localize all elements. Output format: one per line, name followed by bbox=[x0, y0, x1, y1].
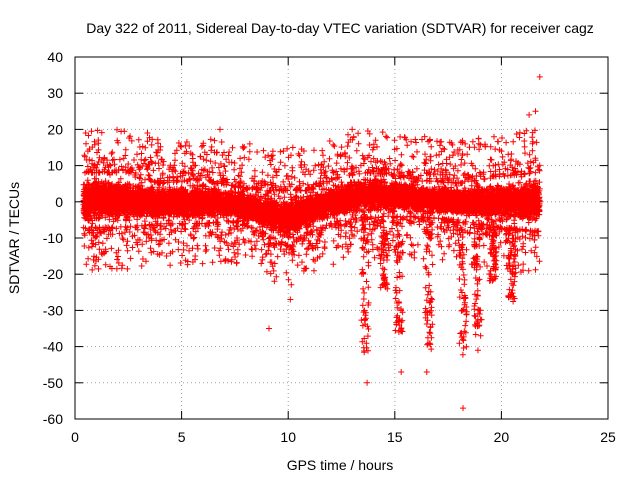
y-tick-label: 10 bbox=[47, 158, 63, 174]
y-tick-label: 20 bbox=[47, 121, 63, 137]
y-tick-label: -10 bbox=[43, 230, 63, 246]
y-tick-label: 30 bbox=[47, 85, 63, 101]
scatter-point bbox=[144, 130, 151, 137]
y-tick-label: -40 bbox=[43, 339, 63, 355]
scatter-point bbox=[82, 130, 89, 137]
x-tick-label: 20 bbox=[494, 429, 510, 445]
y-tick-label: -50 bbox=[43, 375, 63, 391]
scatter-point bbox=[266, 325, 273, 332]
scatter-point bbox=[526, 111, 533, 118]
scatter-point bbox=[349, 126, 356, 133]
y-tick-label: -20 bbox=[43, 266, 63, 282]
scatter-point bbox=[462, 140, 469, 147]
scatter-point bbox=[372, 137, 379, 144]
x-tick-label: 25 bbox=[600, 429, 616, 445]
scatter-point bbox=[460, 405, 467, 412]
chart-title: Day 322 of 2011, Sidereal Day-to-day VTE… bbox=[86, 20, 594, 36]
scatter-point bbox=[536, 73, 543, 80]
scatter-point bbox=[364, 379, 371, 386]
x-axis-label: GPS time / hours bbox=[287, 457, 394, 473]
scatter-point bbox=[423, 368, 430, 375]
scatter-point bbox=[216, 126, 223, 133]
scatter-point bbox=[398, 368, 405, 375]
x-tick-label: 15 bbox=[387, 429, 403, 445]
y-tick-label: -30 bbox=[43, 302, 63, 318]
axis-ticks: -60 -50 -40 -30 -20 -10 0 10 20 30 40 0 5 10 15 20 25 bbox=[43, 49, 616, 445]
x-tick-label: 10 bbox=[280, 429, 296, 445]
x-tick-label: 5 bbox=[178, 429, 186, 445]
scatter-point bbox=[246, 140, 253, 147]
y-tick-label: 40 bbox=[47, 49, 63, 65]
scatter-point bbox=[287, 296, 294, 303]
y-tick-label: 0 bbox=[55, 194, 63, 210]
grid bbox=[75, 57, 608, 419]
y-tick-label: -60 bbox=[43, 411, 63, 427]
scatter-point bbox=[474, 347, 481, 354]
x-tick-label: 0 bbox=[71, 429, 79, 445]
scatter-point-cloud bbox=[80, 126, 543, 358]
y-axis-label: SDTVAR / TECUs bbox=[6, 182, 22, 294]
scatter-point bbox=[532, 108, 539, 115]
scatter-point bbox=[421, 133, 428, 140]
data-points bbox=[80, 73, 543, 412]
